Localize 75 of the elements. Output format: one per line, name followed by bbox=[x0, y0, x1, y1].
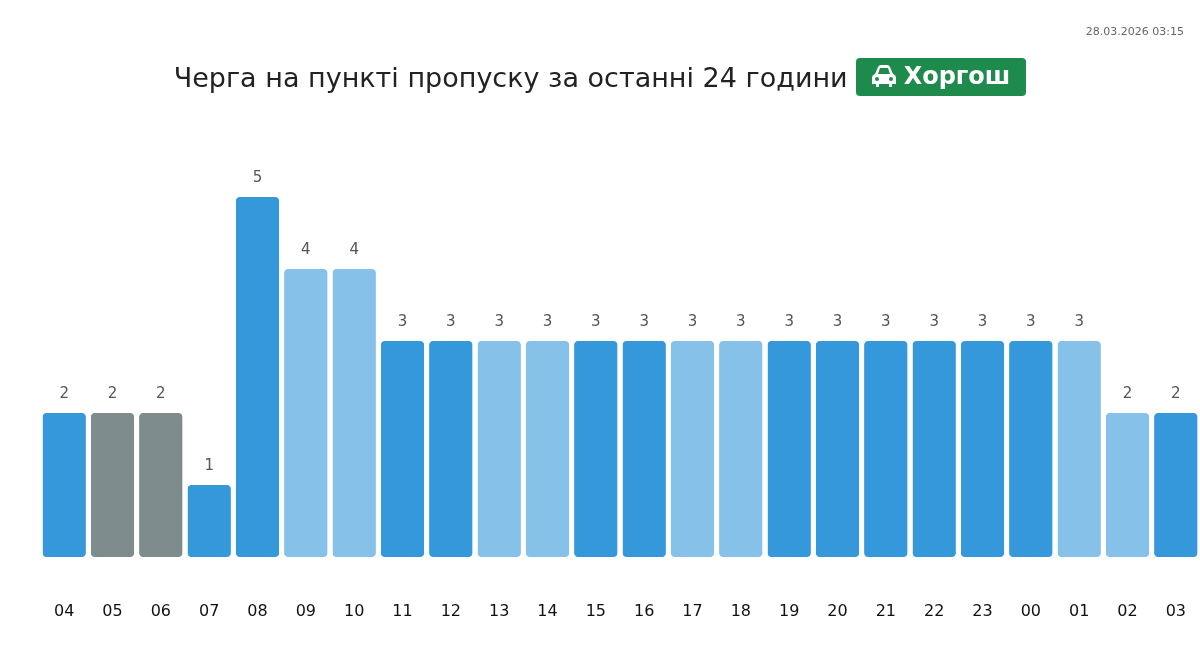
bar bbox=[139, 413, 183, 557]
x-tick-label: 23 bbox=[972, 600, 993, 620]
bar bbox=[622, 341, 666, 557]
bar bbox=[1009, 341, 1053, 557]
bar bbox=[1057, 341, 1101, 557]
data-label: 3 bbox=[494, 312, 504, 330]
x-tick-label: 11 bbox=[392, 600, 413, 620]
data-label: 5 bbox=[252, 168, 263, 186]
x-tick-label: 15 bbox=[585, 600, 607, 620]
data-label: 4 bbox=[349, 240, 359, 258]
bar bbox=[284, 269, 328, 557]
bar bbox=[767, 341, 811, 557]
data-label: 3 bbox=[784, 312, 794, 330]
x-tick-label: 06 bbox=[150, 600, 172, 620]
x-tick-label: 09 bbox=[295, 600, 317, 620]
x-tick-label: 04 bbox=[53, 600, 75, 620]
bar bbox=[380, 341, 425, 557]
data-label: 3 bbox=[929, 312, 939, 330]
bar bbox=[235, 197, 280, 557]
bar bbox=[719, 341, 763, 557]
x-tick-label: 07 bbox=[198, 600, 220, 620]
data-label: 3 bbox=[591, 312, 601, 330]
x-tick-label: 12 bbox=[440, 600, 462, 620]
x-tick-label: 19 bbox=[778, 600, 800, 620]
data-label: 3 bbox=[881, 312, 891, 330]
bar bbox=[477, 341, 521, 557]
data-label: 2 bbox=[1171, 384, 1181, 402]
x-tick-label: 22 bbox=[923, 600, 945, 620]
bar bbox=[525, 341, 570, 557]
data-label: 3 bbox=[1026, 312, 1036, 330]
bar bbox=[90, 413, 135, 557]
x-tick-label: 02 bbox=[1117, 600, 1138, 620]
x-tick-label: 10 bbox=[343, 600, 365, 620]
bar bbox=[1105, 413, 1150, 557]
x-tick-label: 21 bbox=[875, 600, 897, 620]
x-tick-label: 20 bbox=[827, 600, 848, 620]
bar bbox=[187, 485, 231, 557]
data-label: 3 bbox=[542, 312, 553, 330]
x-tick-label: 00 bbox=[1020, 600, 1042, 620]
x-tick-label: 01 bbox=[1068, 600, 1090, 620]
data-label: 3 bbox=[639, 312, 649, 330]
data-label: 4 bbox=[301, 240, 311, 258]
data-label: 3 bbox=[687, 312, 698, 330]
data-label: 3 bbox=[977, 312, 988, 330]
bar bbox=[670, 341, 715, 557]
data-label: 3 bbox=[397, 312, 408, 330]
data-label: 2 bbox=[1122, 384, 1133, 402]
bar bbox=[42, 413, 86, 557]
bar bbox=[960, 341, 1005, 557]
data-label: 3 bbox=[1074, 312, 1084, 330]
x-tick-label: 13 bbox=[488, 600, 510, 620]
x-tick-label: 17 bbox=[682, 600, 703, 620]
data-label: 3 bbox=[832, 312, 843, 330]
bar bbox=[574, 341, 618, 557]
bar bbox=[332, 269, 376, 557]
bar bbox=[912, 341, 956, 557]
x-tick-label: 16 bbox=[633, 600, 655, 620]
bar bbox=[1154, 413, 1198, 557]
data-label: 2 bbox=[59, 384, 69, 402]
data-label: 2 bbox=[107, 384, 118, 402]
chart-title: Черга на пункті пропуску за останні 24 години bbox=[173, 61, 848, 93]
text: 28.03.2026 03:15 bbox=[1085, 25, 1184, 38]
data-label: 3 bbox=[446, 312, 456, 330]
x-tick-label: 03 bbox=[1165, 600, 1187, 620]
data-label: 2 bbox=[156, 384, 166, 402]
data-label: 1 bbox=[204, 456, 214, 474]
x-tick-label: 08 bbox=[247, 600, 268, 620]
chart-subtitle: Хоргош bbox=[903, 62, 1011, 90]
x-tick-label: 18 bbox=[730, 600, 752, 620]
data-label: 3 bbox=[736, 312, 746, 330]
x-tick-label: 05 bbox=[102, 600, 123, 620]
bar bbox=[429, 341, 473, 557]
x-tick-label: 14 bbox=[537, 600, 558, 620]
bar bbox=[864, 341, 908, 557]
bar bbox=[815, 341, 860, 557]
